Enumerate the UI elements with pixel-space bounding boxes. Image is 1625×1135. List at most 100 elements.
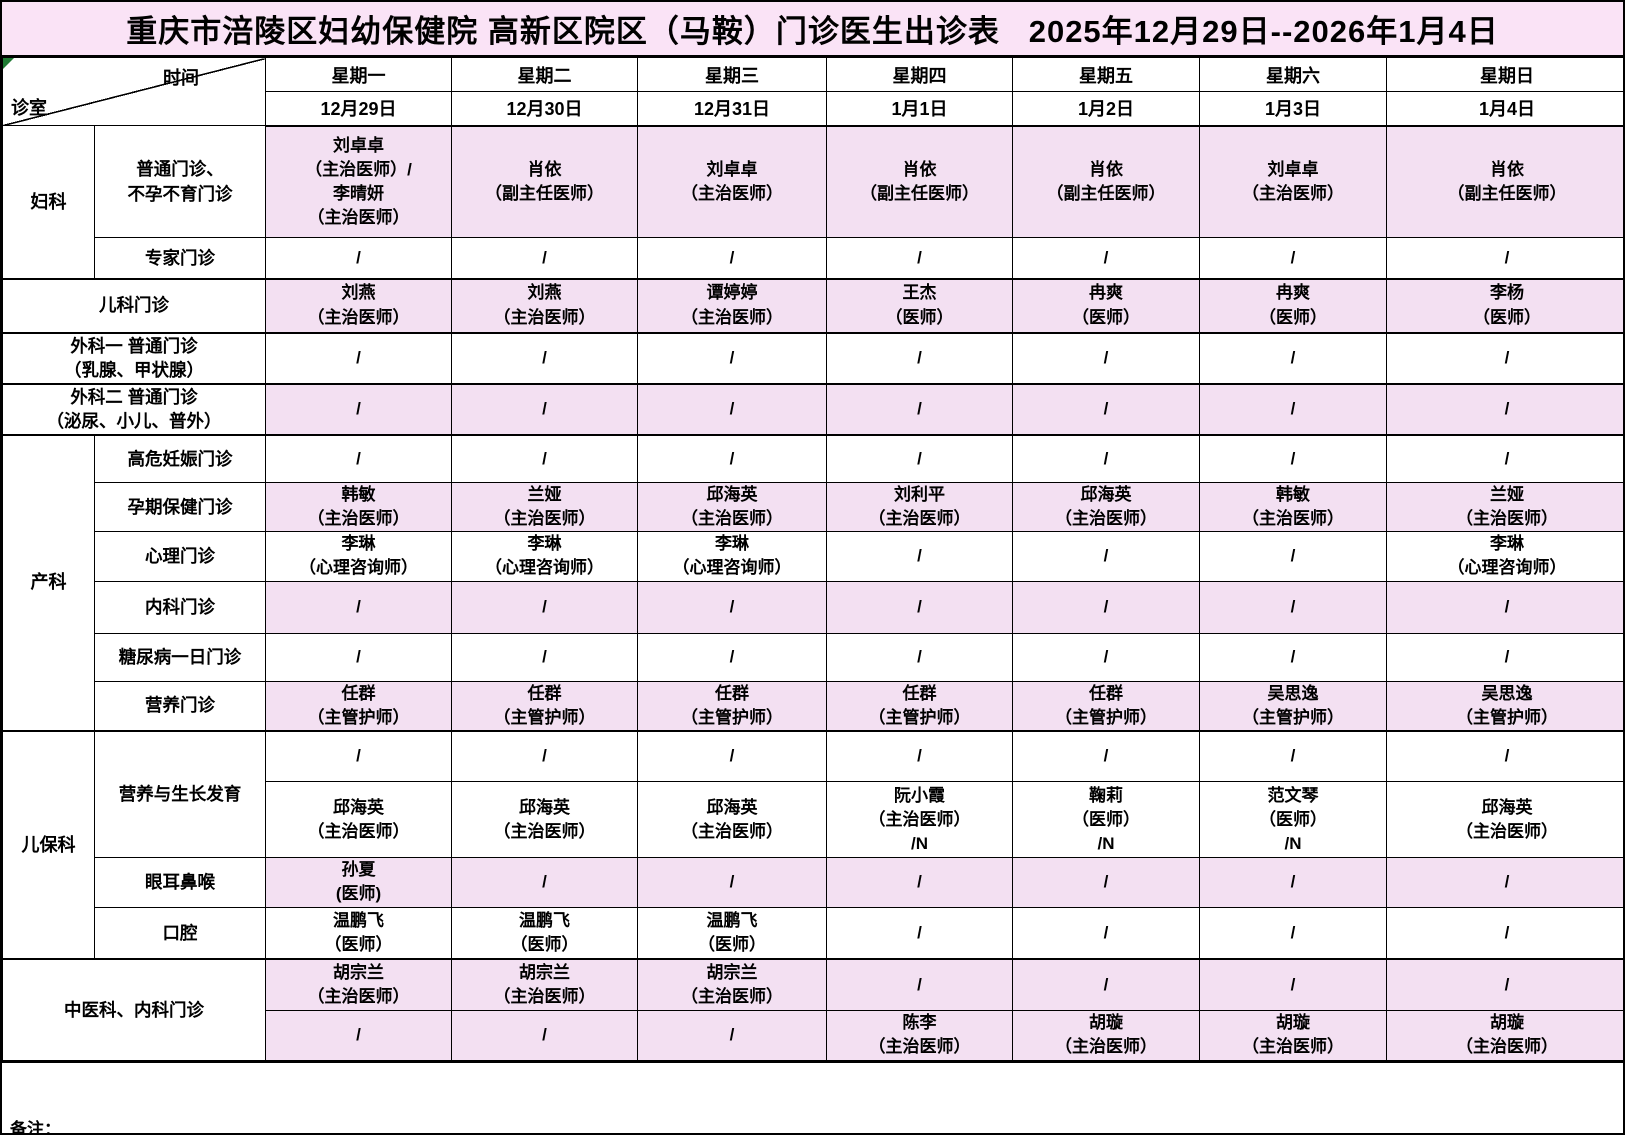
schedule-cell: 王杰 （医师） — [826, 277, 1013, 333]
schedule-cell: 温鹏飞 （医师） — [265, 906, 452, 960]
schedule-cell: / — [265, 632, 452, 682]
schedule-cell: 刘燕 （主治医师） — [265, 277, 452, 333]
schedule-cell: 李琳 （心理咨询师） — [1386, 531, 1623, 582]
schedule-cell: / — [265, 580, 452, 634]
row-label: 眼耳鼻喉 — [94, 857, 266, 908]
schedule-cell: 任群 （主管护师） — [637, 680, 827, 732]
schedule-cell: / — [826, 331, 1013, 384]
schedule-cell: / — [1386, 857, 1623, 908]
schedule-cell: 胡璇 （主治医师） — [1199, 1009, 1387, 1061]
schedule-cell: / — [637, 1009, 827, 1061]
schedule-cell: 肖依 （副主任医师） — [451, 125, 638, 238]
row-label: 内科门诊 — [94, 580, 266, 634]
schedule-cell: / — [826, 632, 1013, 682]
schedule-cell: 胡宗兰 （主治医师） — [637, 958, 827, 1011]
schedule-cell: / — [451, 729, 638, 783]
schedule-cell: 温鹏飞 （医师） — [451, 906, 638, 960]
schedule-cell: / — [637, 580, 827, 634]
schedule-cell: / — [826, 382, 1013, 435]
page-title: 重庆市涪陵区妇幼保健院 高新区院区（马鞍）门诊医生出诊表 2025年12月29日… — [2, 2, 1623, 57]
schedule-cell: / — [451, 857, 638, 908]
schedule-cell: / — [1386, 382, 1623, 435]
schedule-cell: / — [1386, 958, 1623, 1011]
schedule-cell: / — [1199, 531, 1387, 582]
schedule-cell: / — [637, 632, 827, 682]
schedule-cell: 邱海英 （主治医师） — [1012, 481, 1200, 533]
schedule-cell: / — [451, 433, 638, 483]
date-header: 1月4日 — [1386, 91, 1623, 127]
schedule-cell: / — [637, 331, 827, 384]
schedule-cell: / — [826, 433, 1013, 483]
schedule-cell: / — [265, 331, 452, 384]
schedule-cell: 阮小霞 （主治医师）/N — [826, 781, 1013, 859]
day-header: 星期六 — [1199, 57, 1387, 92]
schedule-cell: / — [637, 237, 827, 279]
schedule-cell: 任群 （主管护师） — [451, 680, 638, 732]
row-label: 心理门诊 — [94, 531, 266, 582]
schedule-cell: 刘卓卓 （主治医师） — [637, 125, 827, 238]
corner-label-time: 时间 — [163, 68, 199, 88]
schedule-cell: 刘卓卓 （主治医师） — [1199, 125, 1387, 238]
schedule-cell: 邱海英 （主治医师） — [637, 481, 827, 533]
schedule-cell: 任群 （主管护师） — [826, 680, 1013, 732]
schedule-cell: / — [451, 382, 638, 435]
schedule-cell: / — [451, 237, 638, 279]
schedule-cell: / — [637, 857, 827, 908]
row-label: 营养与生长发育 — [94, 729, 266, 859]
group-label: 妇科 — [2, 125, 95, 279]
schedule-cell: / — [637, 433, 827, 483]
schedule-cell: 冉爽 （医师） — [1199, 277, 1387, 333]
day-header: 星期四 — [826, 57, 1013, 92]
schedule-cell: / — [265, 237, 452, 279]
schedule-cell: / — [826, 729, 1013, 783]
schedule-cell: / — [1199, 729, 1387, 783]
schedule-cell: 邱海英 （主治医师） — [637, 781, 827, 859]
notes-block: 备注： 1.工作时间：上午 8:00--12:00 下午 14:00--17:0… — [2, 1060, 1623, 1135]
row-label: 中医科、内科门诊 — [2, 958, 266, 1061]
schedule-cell: / — [637, 729, 827, 783]
schedule-cell: / — [1012, 857, 1200, 908]
schedule-cell: / — [451, 1009, 638, 1061]
schedule-cell: 胡宗兰 （主治医师） — [451, 958, 638, 1011]
schedule-cell: / — [1012, 580, 1200, 634]
schedule-cell: / — [826, 857, 1013, 908]
schedule-cell: / — [1199, 958, 1387, 1011]
schedule-cell: / — [1386, 433, 1623, 483]
schedule-cell: 任群 （主管护师） — [265, 680, 452, 732]
schedule-cell: 邱海英 （主治医师） — [265, 781, 452, 859]
corner-header-cell: 时间 诊室 — [2, 57, 266, 126]
row-label: 专家门诊 — [94, 237, 266, 279]
schedule-cell: / — [1199, 331, 1387, 384]
schedule-cell: 邱海英 （主治医师） — [1386, 781, 1623, 859]
schedule-cell: / — [1386, 906, 1623, 960]
schedule-cell: / — [1012, 906, 1200, 960]
schedule-cell: / — [265, 729, 452, 783]
schedule-cell: / — [1012, 632, 1200, 682]
schedule-cell: 李琳 （心理咨询师） — [637, 531, 827, 582]
schedule-cell: / — [637, 382, 827, 435]
row-label: 糖尿病一日门诊 — [94, 632, 266, 682]
schedule-cell: / — [826, 237, 1013, 279]
schedule-cell: / — [1199, 906, 1387, 960]
group-label: 儿保科 — [2, 729, 95, 960]
schedule-cell: / — [1386, 729, 1623, 783]
schedule-cell: 胡璇 （主治医师） — [1012, 1009, 1200, 1061]
row-label: 外科一 普通门诊 （乳腺、甲状腺） — [2, 331, 266, 384]
schedule-cell: / — [451, 580, 638, 634]
date-header: 1月3日 — [1199, 91, 1387, 127]
schedule-cell: 肖依 （副主任医师） — [1012, 125, 1200, 238]
schedule-cell: 胡宗兰 （主治医师） — [265, 958, 452, 1011]
row-label: 孕期保健门诊 — [94, 481, 266, 533]
schedule-cell: 邱海英 （主治医师） — [451, 781, 638, 859]
notes-heading: 备注： — [10, 1119, 61, 1135]
schedule-cell: / — [265, 382, 452, 435]
schedule-cell: / — [1199, 433, 1387, 483]
schedule-cell: / — [1199, 237, 1387, 279]
schedule-cell: 冉爽 （医师） — [1012, 277, 1200, 333]
schedule-cell: 肖依 （副主任医师） — [826, 125, 1013, 238]
day-header: 星期日 — [1386, 57, 1623, 92]
day-header: 星期五 — [1012, 57, 1200, 92]
schedule-cell: / — [1199, 857, 1387, 908]
row-label: 口腔 — [94, 906, 266, 960]
